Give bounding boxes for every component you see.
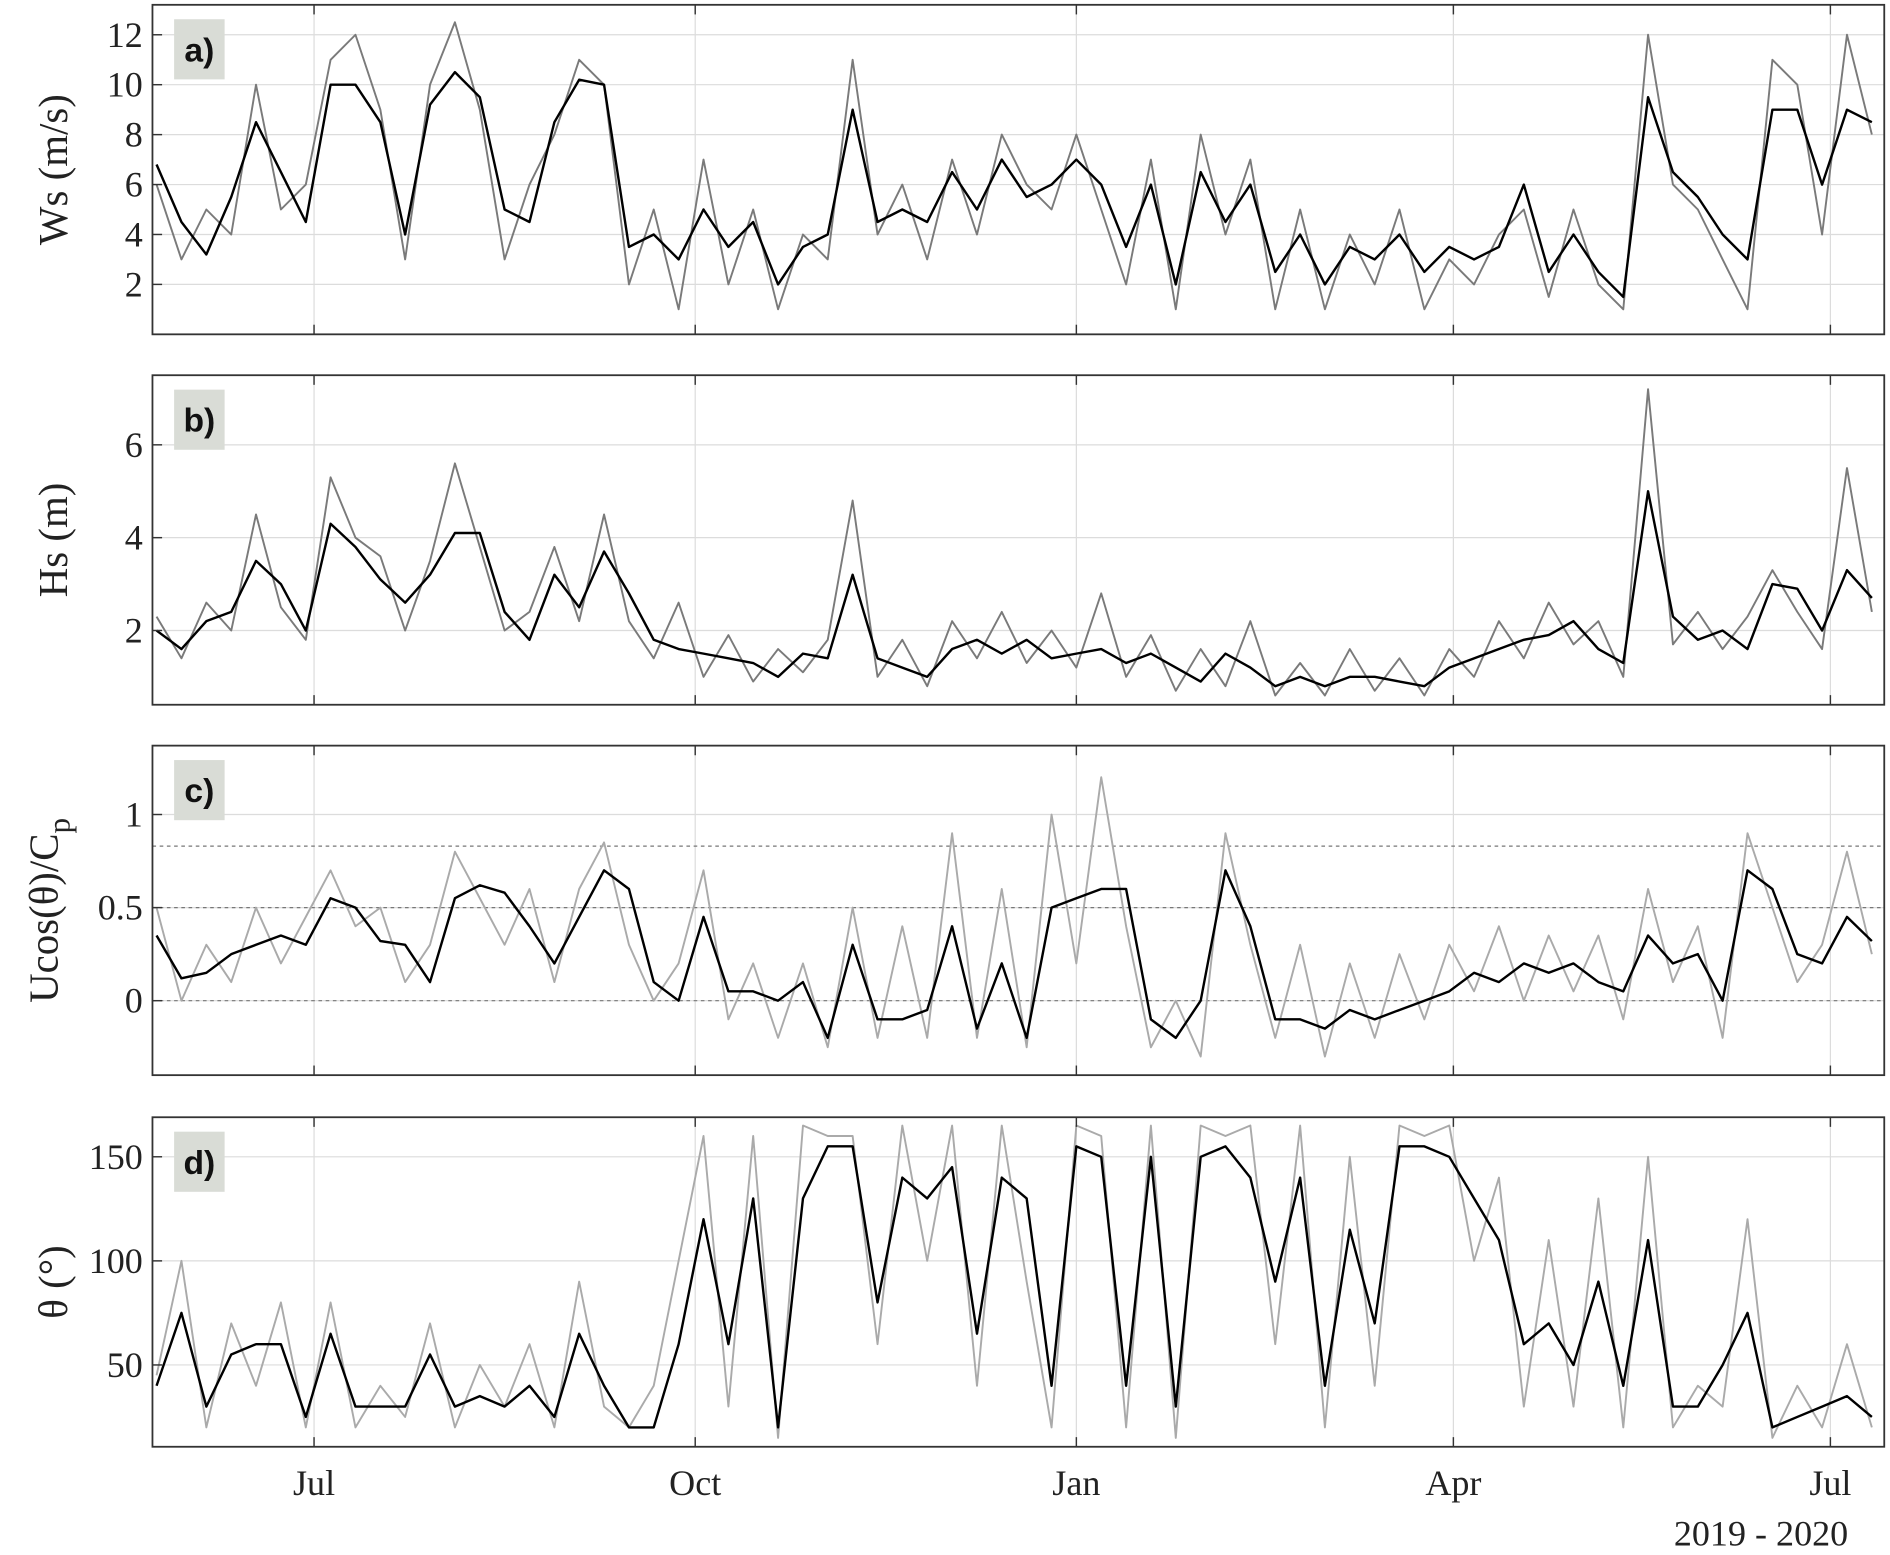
- panel-label-box: [174, 1131, 225, 1192]
- y-tick-label: 12: [107, 15, 143, 55]
- axes-frame: [151, 374, 1886, 706]
- x-tick-label: Jul: [293, 1463, 335, 1503]
- panel-label: c): [184, 773, 214, 810]
- y-tick-label: 1: [125, 795, 143, 835]
- axes-frame: [151, 3, 1886, 336]
- x-tick-label: Jan: [1052, 1463, 1100, 1503]
- x-tick-label: Apr: [1425, 1463, 1481, 1503]
- y-axis-label: Hs (m): [31, 483, 76, 598]
- axes-frame: [151, 744, 1886, 1077]
- series-line: [155, 70, 1873, 299]
- y-tick-label: 6: [125, 165, 143, 205]
- y-tick-label: 0: [125, 981, 143, 1021]
- panel-label: d): [183, 1145, 215, 1182]
- y-axis-label-text: Ws (m/s): [31, 94, 76, 245]
- panel-label-box: [174, 19, 225, 80]
- x-tick-label: Jul: [1809, 1463, 1851, 1503]
- plot-area: [155, 21, 1873, 311]
- panel-label: b): [183, 403, 215, 440]
- y-tick-label: 2: [125, 611, 143, 651]
- y-axis-label-text: Hs (m): [31, 483, 76, 598]
- y-axis-label-text: θ (°): [31, 1245, 76, 1318]
- y-tick-label: 4: [125, 518, 143, 558]
- x-tick-label: Oct: [669, 1463, 721, 1503]
- y-tick-label: 4: [125, 215, 143, 255]
- y-axis-label: θ (°): [31, 1245, 76, 1318]
- y-tick-label: 100: [89, 1241, 143, 1281]
- y-axis-label-sub: p: [41, 818, 76, 834]
- y-tick-label: 50: [107, 1345, 143, 1385]
- series-line: [155, 490, 1873, 688]
- plot-area: [155, 776, 1873, 1058]
- plot-area: [155, 1124, 1873, 1439]
- y-tick-label: 6: [125, 425, 143, 465]
- panel-label: a): [184, 32, 214, 69]
- axes-frame: [151, 1116, 1886, 1448]
- y-axis-label: Ucos(θ)/Cp: [21, 818, 76, 1003]
- series-line: [155, 1145, 1873, 1429]
- panel-label-box: [174, 760, 225, 821]
- series-line: [155, 388, 1873, 697]
- series-line: [155, 869, 1873, 1040]
- y-tick-label: 8: [125, 115, 143, 155]
- x-axis-label: 2019 - 2020: [1674, 1513, 1848, 1553]
- y-tick-label: 150: [89, 1137, 143, 1177]
- y-axis-label-text: Ucos(θ)/C: [21, 833, 66, 1002]
- series-line: [155, 1124, 1873, 1439]
- y-tick-label: 2: [125, 264, 143, 304]
- panel-label-box: [174, 389, 225, 450]
- y-tick-label: 10: [107, 65, 143, 105]
- y-axis-label: Ws (m/s): [31, 94, 76, 245]
- series-line: [155, 776, 1873, 1058]
- plot-area: [155, 388, 1873, 697]
- y-tick-label: 0.5: [98, 888, 143, 928]
- series-line: [155, 21, 1873, 311]
